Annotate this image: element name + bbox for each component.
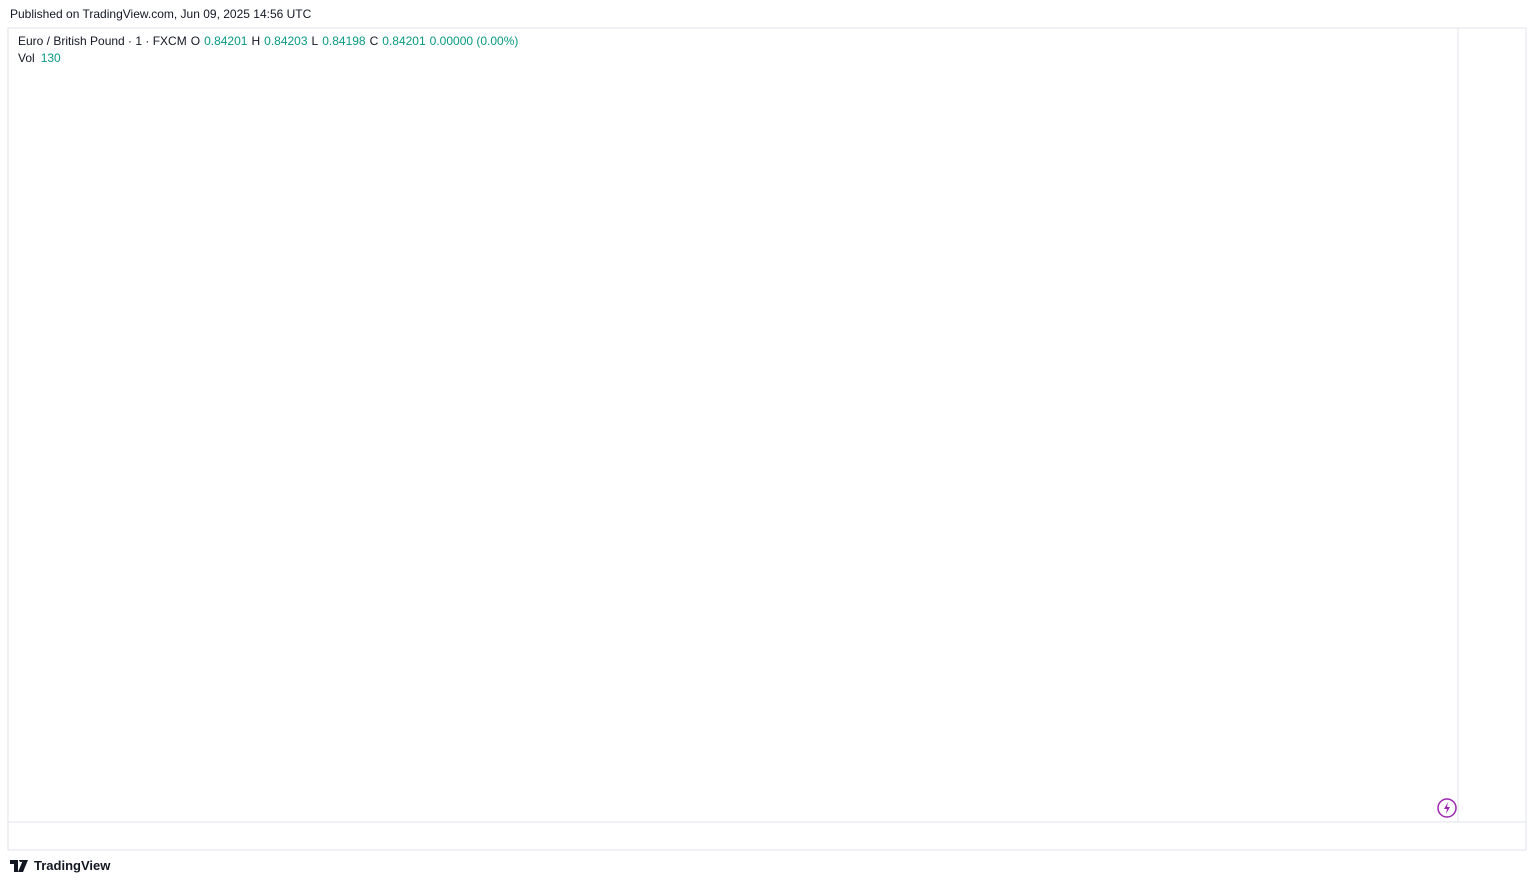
o-label: O xyxy=(190,34,201,48)
c-value: 0.84201 xyxy=(382,34,426,48)
vol-value: 130 xyxy=(40,51,61,65)
alert-bolt xyxy=(1444,802,1450,814)
logo xyxy=(10,859,28,872)
c-label: C xyxy=(369,34,379,48)
published-note: Published on TradingView.com, Jun 09, 20… xyxy=(10,7,312,21)
legend-header: Euro / British Pound · 1 · FXCM O 0.84201… xyxy=(18,34,518,48)
h-value: 0.84203 xyxy=(264,34,308,48)
symbol-title: Euro / British Pound · 1 · FXCM xyxy=(18,34,187,48)
o-value: 0.84201 xyxy=(204,34,248,48)
h-label: H xyxy=(251,34,261,48)
frame xyxy=(7,27,1527,851)
footer: TradingView xyxy=(10,858,110,873)
change: 0.00000 (0.00%) xyxy=(429,34,519,48)
l-value: 0.84198 xyxy=(322,34,366,48)
vol-label: Vol xyxy=(18,51,35,65)
volume-legend: Vol 130 xyxy=(18,51,61,65)
l-label: L xyxy=(311,34,319,48)
footer-brand: TradingView xyxy=(34,858,111,873)
